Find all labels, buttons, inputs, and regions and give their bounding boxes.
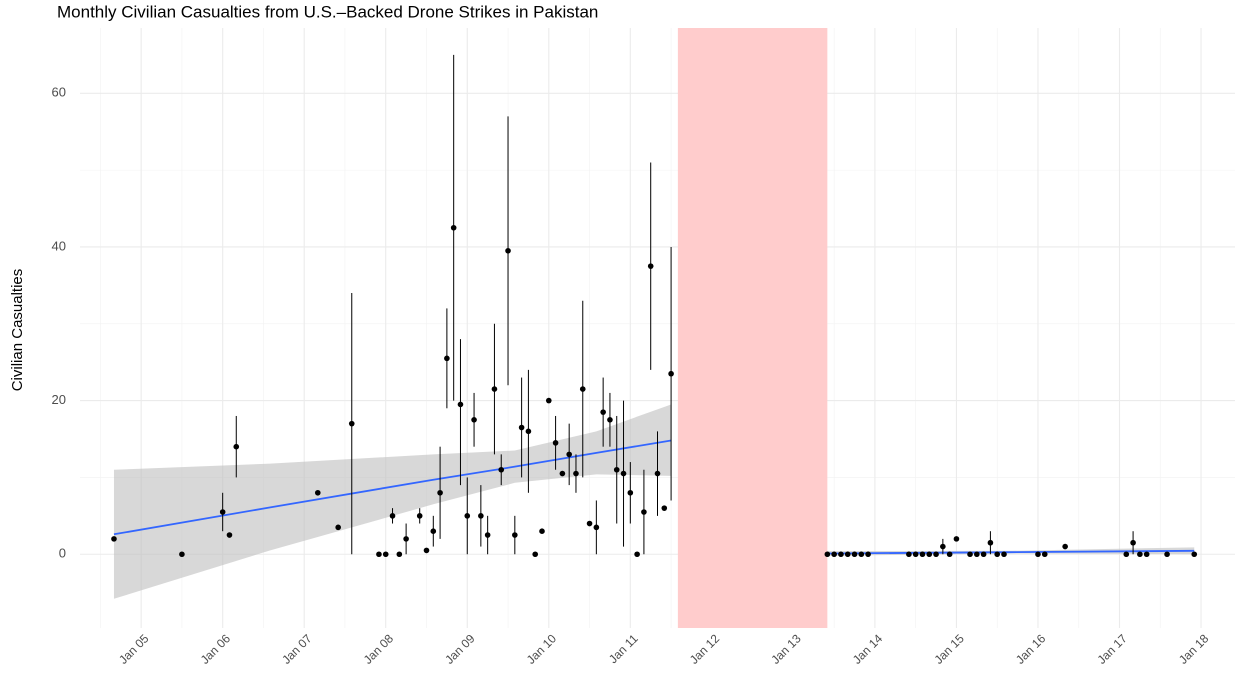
data-point xyxy=(858,551,865,558)
data-point xyxy=(1062,543,1068,550)
data-point xyxy=(967,551,973,558)
data-point xyxy=(471,417,477,423)
data-point xyxy=(974,551,980,558)
data-point xyxy=(423,547,430,554)
data-point xyxy=(1137,551,1143,558)
data-point xyxy=(994,551,1001,558)
y-axis-label: Civilian Casualties xyxy=(9,269,26,392)
data-point xyxy=(940,543,946,550)
data-point xyxy=(111,536,117,542)
data-point xyxy=(912,551,919,558)
data-point xyxy=(335,524,341,531)
data-point xyxy=(1001,551,1007,558)
data-point xyxy=(552,440,559,446)
data-point xyxy=(1041,551,1048,558)
data-point xyxy=(600,409,606,415)
data-point xyxy=(226,532,233,538)
data-point xyxy=(933,551,939,558)
y-tick-label: 40 xyxy=(52,238,66,253)
data-point xyxy=(906,551,912,558)
data-point xyxy=(654,470,661,477)
data-point xyxy=(545,397,552,404)
data-point xyxy=(233,443,240,450)
data-point xyxy=(464,513,471,519)
plot-layer xyxy=(111,28,1198,628)
data-point xyxy=(444,355,450,362)
data-point xyxy=(613,466,620,473)
data-point xyxy=(634,551,640,558)
data-point xyxy=(518,424,525,431)
data-point xyxy=(831,551,837,558)
data-point xyxy=(559,470,566,477)
data-point xyxy=(593,524,600,531)
data-point xyxy=(1191,551,1198,558)
data-point xyxy=(1130,539,1136,546)
data-point xyxy=(498,466,505,473)
data-point xyxy=(919,551,926,558)
data-point xyxy=(627,489,634,496)
data-point xyxy=(389,513,396,519)
data-point xyxy=(219,509,226,515)
data-point xyxy=(512,532,518,538)
data-point xyxy=(525,428,532,435)
data-point xyxy=(1143,551,1150,558)
data-point xyxy=(573,470,579,477)
data-point xyxy=(579,386,586,392)
data-point xyxy=(484,532,491,538)
data-point xyxy=(865,551,871,558)
confidence-ribbon xyxy=(113,404,672,599)
data-point xyxy=(851,551,858,558)
data-point xyxy=(946,551,953,558)
data-point xyxy=(566,451,572,458)
data-point xyxy=(457,401,464,408)
data-point xyxy=(491,386,498,392)
data-point xyxy=(844,551,851,558)
y-tick-label: 60 xyxy=(52,85,66,100)
data-point xyxy=(348,420,355,427)
data-point xyxy=(403,536,409,542)
data-point xyxy=(1123,551,1130,558)
data-point xyxy=(532,551,539,558)
shaded-region xyxy=(677,28,828,628)
data-point xyxy=(314,489,321,496)
data-point xyxy=(382,551,389,558)
chart-title: Monthly Civilian Casualties from U.S.–Ba… xyxy=(57,2,598,21)
y-tick-label: 0 xyxy=(59,546,66,561)
data-point xyxy=(980,551,987,558)
data-point xyxy=(1035,551,1041,558)
data-point xyxy=(478,513,484,519)
data-point xyxy=(647,263,654,269)
data-point xyxy=(953,536,960,542)
data-point xyxy=(586,520,593,527)
data-point xyxy=(416,513,423,519)
fit-line xyxy=(113,439,672,536)
data-point xyxy=(430,528,437,535)
data-point xyxy=(824,551,831,558)
data-point xyxy=(1164,551,1170,558)
data-point xyxy=(396,551,403,558)
data-point xyxy=(987,539,994,546)
y-tick-label: 20 xyxy=(52,392,66,407)
data-point xyxy=(668,370,674,377)
data-point xyxy=(926,551,933,558)
data-point xyxy=(437,489,443,496)
data-point xyxy=(376,551,382,558)
data-point xyxy=(539,528,545,535)
data-point xyxy=(838,551,844,558)
data-point xyxy=(179,551,185,558)
data-point xyxy=(620,470,627,477)
data-point xyxy=(505,247,511,254)
data-point xyxy=(607,417,613,423)
data-point xyxy=(450,224,457,231)
data-point xyxy=(641,509,647,515)
data-point xyxy=(661,505,668,511)
